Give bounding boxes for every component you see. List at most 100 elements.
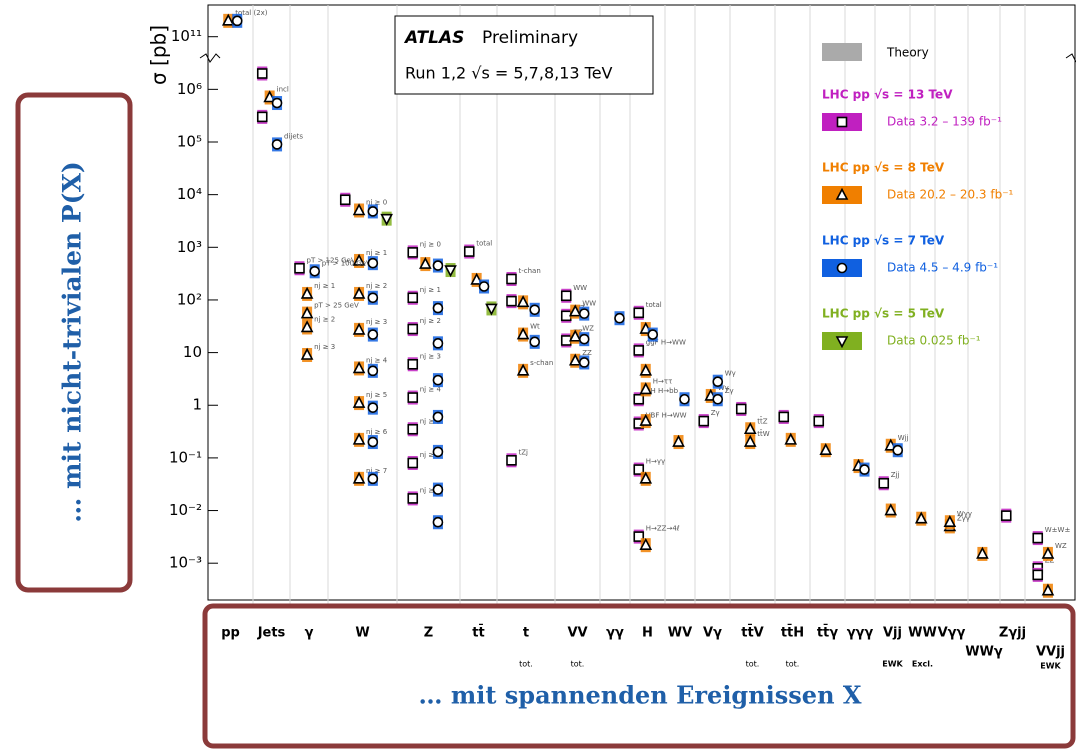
data-point [407, 457, 419, 469]
data-point [784, 432, 798, 445]
data-point [432, 260, 444, 271]
y-tick-label: 10⁻² [169, 501, 202, 519]
data-point [1032, 569, 1044, 581]
data-point [352, 286, 366, 299]
point-label: s-chan [530, 359, 553, 367]
category-label: Z [424, 626, 433, 641]
data-point [743, 422, 757, 435]
point-label: Wt [530, 323, 540, 331]
data-point [463, 246, 475, 257]
data-point [432, 302, 444, 314]
category-label: tt̄H [781, 624, 804, 640]
category-label: t [523, 626, 529, 641]
category-sublabel: tot. [746, 660, 760, 669]
category-sublabel: EWK [1040, 662, 1061, 671]
bottom-caption: … mit spannenden Ereignissen X [418, 681, 861, 710]
data-point [743, 434, 757, 447]
data-point [679, 393, 690, 405]
data-point [432, 484, 444, 495]
data-point [639, 363, 653, 376]
point-label: Wγ [718, 384, 729, 392]
y-axis-label: σ [pb] [147, 25, 171, 85]
point-label: nj ≥ 1 [366, 249, 387, 257]
point-label: pT > 125 GeV [307, 256, 356, 264]
category-label: Jets [257, 626, 286, 641]
data-point [914, 511, 928, 524]
data-point [1041, 546, 1055, 559]
data-point [432, 411, 444, 423]
data-point [352, 322, 366, 335]
data-point [639, 471, 653, 484]
data-point [352, 253, 366, 266]
data-point [778, 411, 790, 423]
data-point [352, 432, 366, 445]
category-label: Vγ [703, 626, 722, 641]
point-label: pT > 25 GeV [314, 302, 359, 310]
data-point [352, 471, 366, 484]
data-point [300, 347, 314, 360]
data-point [407, 423, 419, 435]
legend-marker [836, 262, 848, 274]
bottom-callout [202, 603, 1076, 749]
point-label: total [476, 240, 492, 248]
point-label: nj ≥ 3 [366, 318, 387, 326]
point-label: nj ≥ 5 [366, 391, 387, 399]
status: Preliminary [482, 28, 578, 48]
legend-lumi: Data 3.2 – 139 fb⁻¹ [887, 115, 1002, 129]
point-label: Wγγ [957, 510, 972, 518]
category-sublabel: tot. [786, 660, 800, 669]
data-point [884, 503, 898, 516]
point-label: nj ≥ 4 [366, 356, 388, 364]
category-label: Zγjj [999, 626, 1026, 641]
category-label: H [642, 626, 653, 641]
axis-break [199, 53, 1076, 63]
data-point [633, 393, 645, 405]
y-tick-label: 10¹¹ [171, 27, 202, 45]
y-axis: 10¹¹ 10⁶ 10⁵ 10⁴ 10³ 10² 10 1 10⁻¹ 10⁻² 10⁻³ [169, 27, 218, 572]
data-point [943, 515, 957, 528]
point-label: nj ≥ 1 [314, 282, 335, 290]
data-point [529, 304, 541, 316]
point-label: nj ≥ 4 [420, 386, 442, 394]
data-point [516, 295, 530, 308]
data-point [478, 281, 490, 292]
data-point [309, 266, 321, 277]
y-tick-label: 1 [192, 396, 202, 414]
legend-lumi: Data 20.2 – 20.3 fb⁻¹ [887, 188, 1014, 202]
point-label: tZj [519, 448, 529, 456]
data-point [407, 358, 419, 370]
data-point [407, 493, 419, 504]
data-point [367, 206, 379, 217]
legend-series: LHC pp √s = 7 TeV [822, 234, 945, 248]
data-point [568, 353, 582, 366]
category-label: WW [908, 626, 937, 641]
y-tick-label: 10⁵ [177, 132, 202, 150]
data-point [339, 194, 351, 206]
point-label: Zγ [725, 387, 734, 395]
data-point [516, 363, 530, 376]
legend-lumi: Data 4.5 – 4.9 fb⁻¹ [887, 261, 998, 275]
point-label: H→ZZ→4ℓ [646, 525, 680, 533]
data-point [256, 68, 268, 79]
data-point [367, 473, 379, 485]
run-label: Run 1,2 √s = 5,7,8,13 TeV [405, 64, 613, 83]
y-tick-label: 10⁴ [177, 185, 202, 203]
point-label: nj ≥ 1 [420, 286, 441, 294]
data-point [506, 273, 517, 285]
data-point [271, 97, 283, 109]
data-point [367, 292, 379, 304]
category-label: γ [305, 626, 314, 641]
point-label: total (2x) [235, 9, 268, 17]
point-label: WZ [582, 325, 594, 333]
y-tick-label: 10² [177, 290, 202, 308]
y-tick-label: 10⁻¹ [169, 448, 202, 466]
data-point [529, 336, 541, 348]
data-point [367, 402, 379, 413]
category-label: VVjj [1036, 645, 1065, 660]
left-caption: … mit nicht-trivialen P(X) [58, 161, 87, 522]
data-point [560, 335, 572, 346]
point-label: nj ≥ 5 [420, 417, 441, 425]
point-label: Zγγ [957, 514, 970, 522]
point-label: nj ≥ 2 [420, 317, 441, 325]
